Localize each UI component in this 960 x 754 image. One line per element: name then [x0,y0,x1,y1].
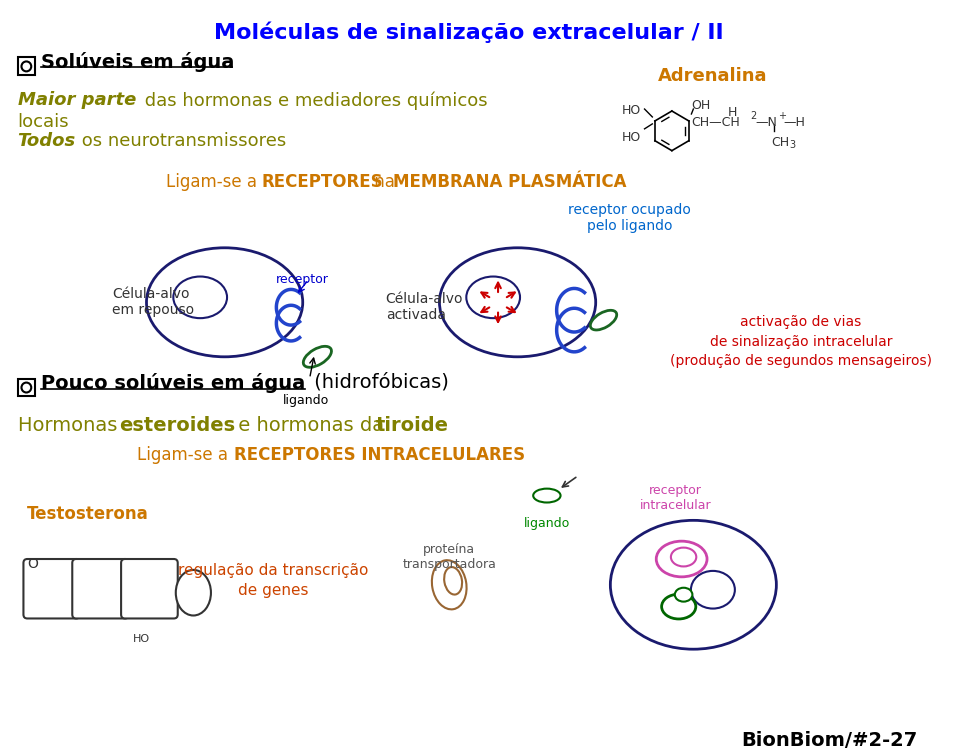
Text: CH—CH: CH—CH [691,116,740,129]
Ellipse shape [432,560,467,609]
Text: Moléculas de sinalização extracelular / II: Moléculas de sinalização extracelular / … [214,22,724,43]
FancyBboxPatch shape [121,559,178,618]
Text: Testosterona: Testosterona [27,505,149,523]
Text: os neurotransmissores: os neurotransmissores [76,132,286,150]
Text: Ligam-se a: Ligam-se a [166,173,262,192]
Text: locais: locais [17,113,69,131]
Text: Adrenalina: Adrenalina [659,67,768,85]
Ellipse shape [611,520,777,649]
Text: 3: 3 [789,139,795,150]
Ellipse shape [671,547,696,566]
FancyBboxPatch shape [17,379,36,397]
Text: —H: —H [783,116,805,129]
Text: (hidrofóbicas): (hidrofóbicas) [307,372,448,391]
Text: HO: HO [622,104,641,117]
Text: Ligam-se a: Ligam-se a [136,446,233,464]
Text: ligando: ligando [524,517,570,530]
Text: MEMBRANA PLASMÁTICA: MEMBRANA PLASMÁTICA [393,173,626,192]
Text: esteroides: esteroides [119,416,235,435]
Text: RECEPTORES INTRACELULARES: RECEPTORES INTRACELULARES [234,446,525,464]
Text: H: H [728,106,737,119]
Text: tiroide: tiroide [376,416,449,435]
Text: regulação da transcrição
de genes: regulação da transcrição de genes [179,563,369,598]
Circle shape [21,382,32,393]
Text: receptor ocupado
pelo ligando: receptor ocupado pelo ligando [568,203,691,234]
Text: Solúveis em água: Solúveis em água [41,51,234,72]
Text: das hormonas e mediadores químicos: das hormonas e mediadores químicos [138,91,488,109]
Ellipse shape [467,277,520,318]
Text: RECEPTORES: RECEPTORES [262,173,383,192]
FancyBboxPatch shape [17,57,36,75]
Ellipse shape [657,541,707,577]
Circle shape [21,61,32,72]
Ellipse shape [440,248,596,357]
Text: —N: —N [756,116,778,129]
Text: OH: OH [691,99,710,112]
Text: Pouco solúveis em água: Pouco solúveis em água [41,372,305,393]
Text: ligando: ligando [282,394,328,407]
Ellipse shape [533,489,561,502]
Text: Todos: Todos [17,132,76,150]
Text: receptor
intracelular: receptor intracelular [640,483,711,512]
Ellipse shape [303,346,331,367]
Text: Maior parte: Maior parte [17,91,136,109]
Text: receptor: receptor [276,272,329,286]
Text: Célula-alvo
activada: Célula-alvo activada [386,292,464,323]
Text: Célula-alvo
em repouso: Célula-alvo em repouso [112,287,195,317]
Text: HO: HO [622,131,641,144]
Text: HO: HO [133,634,150,645]
Text: O: O [27,557,37,571]
Ellipse shape [176,570,211,615]
Ellipse shape [147,248,302,357]
Text: e hormonas da: e hormonas da [232,416,391,435]
Text: CH: CH [772,136,790,149]
Text: +: + [779,111,786,121]
Ellipse shape [444,567,462,595]
FancyBboxPatch shape [72,559,129,618]
Ellipse shape [691,571,734,608]
Ellipse shape [675,588,692,602]
Ellipse shape [590,311,616,330]
Ellipse shape [174,277,228,318]
Text: 2: 2 [750,111,756,121]
Ellipse shape [661,594,696,619]
Text: BionBiom/#2-27: BionBiom/#2-27 [742,731,918,750]
Text: proteína
transportadora: proteína transportadora [402,543,496,571]
Text: na: na [370,173,400,192]
Text: Hormonas: Hormonas [17,416,123,435]
Text: activação de vias
de sinalização intracelular
(produção de segundos mensageiros): activação de vias de sinalização intrace… [670,315,932,368]
FancyBboxPatch shape [23,559,80,618]
